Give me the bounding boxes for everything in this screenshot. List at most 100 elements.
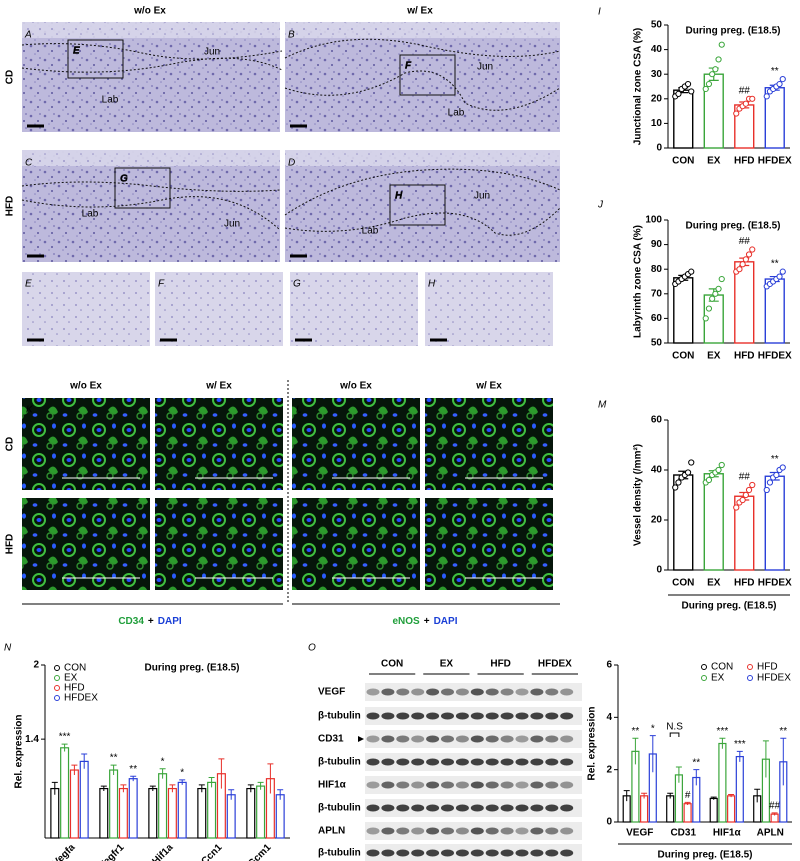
error-bar (762, 740, 769, 778)
blot-band (470, 735, 484, 743)
blot-band (381, 827, 395, 835)
data-point (736, 266, 743, 273)
error-bar (736, 750, 743, 762)
data-point (766, 479, 774, 486)
data-point (749, 95, 756, 102)
blot-band (485, 758, 499, 766)
y-tick-label: 0 (606, 817, 612, 828)
error-bar (198, 784, 205, 793)
significance: ** (771, 66, 779, 77)
data-point (742, 491, 749, 499)
blot-group: HFD (490, 659, 511, 670)
x-tick-label: EX (707, 351, 721, 362)
blot-band (381, 712, 395, 720)
x-tick-label: Ccn1 (199, 842, 224, 861)
blot-band (426, 735, 440, 743)
y-axis-label: Labyrinth zone CSA (%) (633, 225, 644, 338)
blot-band (366, 735, 380, 743)
y-tick-label: 20 (651, 515, 663, 526)
ns-label: N.S (666, 722, 683, 733)
x-tick-label: HIF1α (713, 828, 742, 839)
data-point (688, 459, 695, 466)
blot-band (560, 735, 574, 743)
data-point (705, 305, 713, 312)
legend-marker (747, 675, 753, 681)
x-tick-label: EX (707, 156, 721, 167)
zoom-box (114, 167, 171, 209)
error-bar (277, 789, 284, 800)
y-axis-label: Vessel density (/mm²) (633, 444, 644, 546)
x-axis-label: During preg. (E18.5) (681, 601, 776, 612)
blot-band (470, 849, 484, 857)
blot-band (426, 758, 440, 766)
blot-band (455, 758, 469, 766)
bar (207, 781, 217, 839)
blot-band (485, 735, 499, 743)
row-header: HFD (5, 534, 16, 555)
y-tick-label: 40 (651, 44, 663, 55)
legend-marker (701, 664, 707, 670)
significance: ** (771, 258, 779, 269)
significance: *** (717, 726, 729, 737)
x-axis-label: During preg. (E18.5) (657, 850, 752, 861)
bar (109, 769, 119, 839)
data-point (733, 504, 740, 511)
data-point (709, 295, 716, 302)
row-header: HFD (5, 196, 16, 217)
blot-row-label: HIF1α (318, 780, 347, 791)
significance: * (651, 723, 655, 734)
x-tick-label: CON (672, 578, 694, 589)
y-tick-label: 0 (656, 565, 662, 576)
blot-band (441, 688, 454, 696)
legend-marker (54, 665, 60, 671)
data-point (742, 256, 749, 263)
x-tick-label: HFDEX (758, 351, 792, 362)
bar (148, 787, 158, 839)
error-bar (667, 792, 674, 799)
blot-band (515, 712, 529, 720)
x-tick-label: VEGF (626, 828, 653, 839)
panel-letter: D (288, 158, 295, 169)
y-tick-label: 60 (651, 313, 663, 324)
data-point (675, 479, 682, 486)
column-header: w/o Ex (133, 6, 166, 17)
stain-legend: eNOS + DAPI (393, 616, 458, 627)
error-bar (61, 743, 68, 752)
blot-band (426, 688, 440, 696)
bar (226, 794, 236, 839)
blot-row-label: β-tubulin (318, 848, 361, 859)
error-bar (632, 737, 639, 765)
blot-band (560, 688, 574, 696)
blot-band (485, 849, 499, 857)
panel-letter: O (308, 643, 316, 654)
blot-band (470, 827, 484, 835)
blot-band (545, 781, 559, 789)
error-bar (623, 790, 630, 802)
blot-band (515, 849, 529, 857)
micrograph (285, 150, 560, 262)
y-tick-label: 70 (651, 288, 663, 299)
error-bar (81, 753, 88, 769)
significance: *** (734, 739, 746, 750)
bar (275, 794, 285, 839)
blot-band (530, 781, 544, 789)
data-point (745, 486, 753, 494)
error-bar (110, 764, 117, 775)
error-bar (649, 735, 656, 773)
blot-band (366, 712, 380, 720)
blot-band (426, 827, 440, 835)
panel-letter: F (158, 279, 165, 290)
bar (177, 781, 187, 839)
y-tick-label: 10 (651, 118, 663, 129)
error-bar (130, 775, 137, 782)
legend-marker (701, 675, 707, 681)
blot-band (500, 827, 514, 835)
error-bar (675, 766, 682, 783)
blot-band (530, 758, 544, 766)
panel-letter: H (428, 279, 436, 290)
data-point (763, 93, 770, 100)
chart-title: During preg. (E18.5) (144, 663, 239, 674)
blot-band (485, 804, 499, 812)
blot-row-label: β-tubulin (318, 803, 361, 814)
